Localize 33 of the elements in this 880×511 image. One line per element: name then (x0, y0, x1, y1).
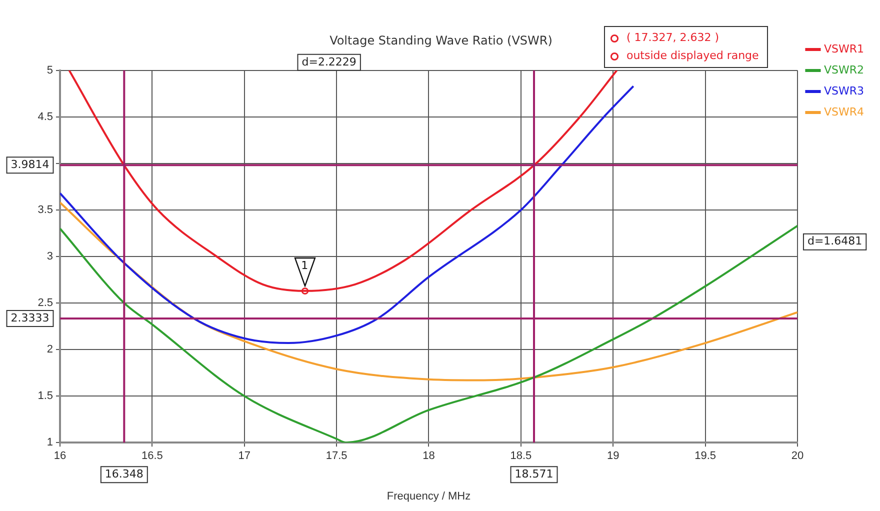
x-tick-label: 16 (54, 450, 66, 462)
y-tick-label: 3 (46, 250, 53, 263)
x-tick-label: 18.5 (510, 450, 532, 462)
legend-label: VSWR1 (824, 42, 864, 56)
legend-label: VSWR4 (824, 105, 864, 118)
ref-line-label: 3.9814 (10, 158, 50, 172)
x-tick-label: 18 (422, 450, 435, 462)
ref-line-label: 2.3333 (10, 311, 50, 324)
y-tick-label: 4.5 (38, 110, 53, 123)
x-tick-label: 17 (238, 450, 250, 462)
y-tick-label: 1 (46, 436, 53, 449)
text: d=2.2229 (302, 55, 356, 68)
y-tick-label: 2.5 (38, 297, 53, 310)
y-tick-label: 1.5 (38, 390, 53, 402)
x-tick-label: 19.5 (694, 450, 716, 462)
x-tick-label: 20 (791, 450, 804, 462)
y-tick-label: 3.5 (38, 204, 53, 216)
text: ( 17.327, 2.632 ) (626, 31, 720, 44)
x-tick-label: 19 (606, 450, 620, 462)
text: outside displayed range (626, 49, 759, 62)
chart-title: Voltage Standing Wave Ratio (VSWR) (330, 33, 552, 48)
legend-label: VSWR3 (824, 84, 864, 98)
line-series (60, 85, 634, 344)
x-tick-label: 17.5 (326, 450, 348, 462)
y-tick-label: 2 (46, 344, 53, 356)
x-tick-label: 16.5 (141, 450, 163, 462)
y-tick-label: 5 (46, 64, 53, 76)
ref-line-label: 16.348 (104, 467, 144, 480)
legend-label: VSWR2 (824, 63, 864, 76)
text: d=1.6481 (807, 234, 862, 248)
ref-line-label: 18.571 (514, 467, 554, 480)
x-axis-title: Frequency / MHz (386, 490, 471, 502)
annotation: 1 (301, 258, 308, 272)
